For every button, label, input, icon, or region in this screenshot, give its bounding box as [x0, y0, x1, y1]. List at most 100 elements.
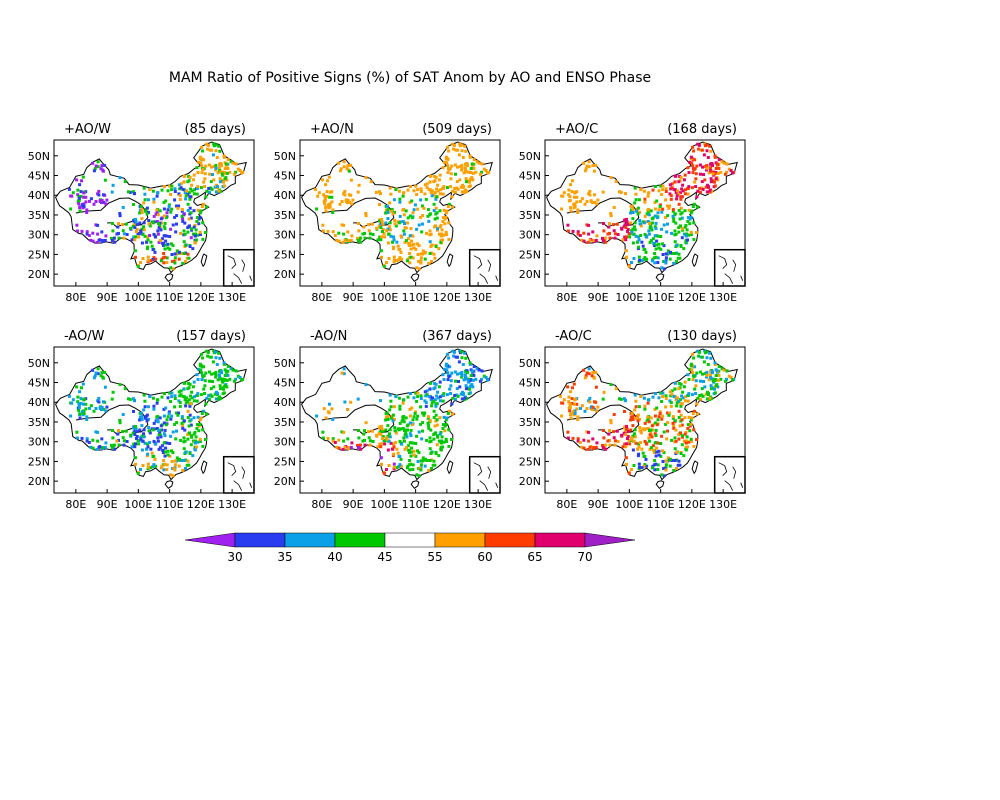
- station-marker: [460, 168, 464, 172]
- station-marker: [166, 208, 170, 212]
- station-marker: [192, 173, 196, 177]
- station-marker: [377, 190, 381, 194]
- station-marker: [412, 449, 416, 453]
- station-marker: [687, 440, 691, 444]
- station-marker: [100, 446, 104, 449]
- station-marker: [661, 188, 665, 192]
- station-marker: [135, 437, 138, 440]
- station-marker: [134, 220, 138, 224]
- station-marker: [185, 396, 188, 400]
- station-marker: [677, 387, 681, 391]
- station-marker: [79, 194, 83, 198]
- station-marker: [238, 169, 242, 172]
- station-marker: [347, 169, 351, 173]
- station-marker: [364, 212, 368, 215]
- station-marker: [179, 389, 183, 393]
- station-marker: [664, 397, 668, 400]
- station-marker: [322, 407, 326, 411]
- station-marker: [588, 238, 592, 242]
- station-marker: [206, 143, 210, 147]
- station-marker: [478, 379, 482, 383]
- station-marker: [674, 221, 678, 225]
- station-marker: [475, 160, 479, 164]
- station-marker: [139, 468, 142, 471]
- station-marker: [470, 162, 474, 166]
- station-marker: [696, 412, 700, 416]
- station-marker: [642, 248, 646, 251]
- station-marker: [460, 370, 464, 374]
- station-marker: [432, 409, 436, 413]
- station-marker: [464, 162, 468, 166]
- station-marker: [171, 451, 175, 455]
- station-marker: [172, 466, 176, 470]
- station-marker: [576, 415, 580, 419]
- station-marker: [384, 418, 388, 422]
- panel-label: -AO/W: [64, 329, 105, 344]
- station-marker: [670, 231, 674, 235]
- station-marker: [626, 429, 630, 433]
- station-marker: [687, 208, 691, 212]
- station-marker: [76, 395, 80, 399]
- station-marker: [656, 418, 660, 422]
- station-marker: [436, 227, 439, 231]
- station-marker: [661, 184, 665, 188]
- station-marker: [401, 418, 405, 422]
- station-marker: [419, 187, 423, 191]
- station-marker: [456, 372, 459, 376]
- station-marker: [699, 379, 702, 383]
- station-marker: [713, 387, 716, 391]
- station-marker: [648, 222, 651, 225]
- station-marker: [580, 197, 584, 201]
- station-marker: [406, 395, 410, 399]
- station-marker: [423, 464, 427, 468]
- station-marker: [225, 378, 229, 382]
- station-marker: [162, 252, 166, 255]
- station-marker: [414, 247, 418, 251]
- station-marker: [133, 445, 137, 449]
- station-marker: [340, 371, 344, 375]
- station-marker: [442, 378, 446, 381]
- station-marker: [141, 257, 145, 260]
- station-marker: [398, 197, 402, 201]
- station-marker: [196, 208, 200, 212]
- station-marker: [451, 412, 455, 416]
- station-marker: [201, 168, 205, 172]
- south-china-sea-inset: [222, 248, 255, 287]
- station-marker: [331, 230, 335, 234]
- station-marker: [138, 415, 142, 419]
- station-marker: [388, 428, 392, 432]
- station-marker: [202, 180, 206, 184]
- colorbar-label: 45: [377, 550, 392, 564]
- station-marker: [568, 195, 572, 199]
- station-marker: [177, 411, 181, 415]
- station-marker: [386, 424, 390, 428]
- station-marker: [169, 400, 173, 403]
- station-marker: [475, 367, 479, 371]
- station-marker: [613, 443, 617, 447]
- station-marker: [642, 189, 646, 193]
- station-marker: [449, 177, 453, 181]
- station-marker: [218, 384, 222, 388]
- station-marker: [176, 206, 180, 210]
- station-marker: [391, 413, 395, 417]
- panel-label: +AO/N: [310, 122, 354, 137]
- station-marker: [142, 228, 146, 232]
- station-marker: [666, 204, 669, 208]
- station-marker: [567, 400, 571, 404]
- station-marker: [379, 433, 383, 437]
- station-marker: [441, 220, 445, 223]
- station-marker: [397, 248, 401, 251]
- station-marker: [321, 229, 325, 233]
- station-marker: [151, 455, 155, 458]
- station-marker: [706, 363, 710, 366]
- station-marker: [653, 441, 657, 445]
- station-marker: [368, 439, 372, 443]
- station-marker: [591, 164, 595, 168]
- station-marker: [132, 430, 136, 434]
- station-marker: [418, 259, 422, 263]
- station-marker: [393, 258, 396, 262]
- station-marker: [456, 187, 460, 191]
- station-marker: [170, 391, 174, 395]
- station-marker: [188, 413, 192, 417]
- station-marker: [234, 377, 238, 381]
